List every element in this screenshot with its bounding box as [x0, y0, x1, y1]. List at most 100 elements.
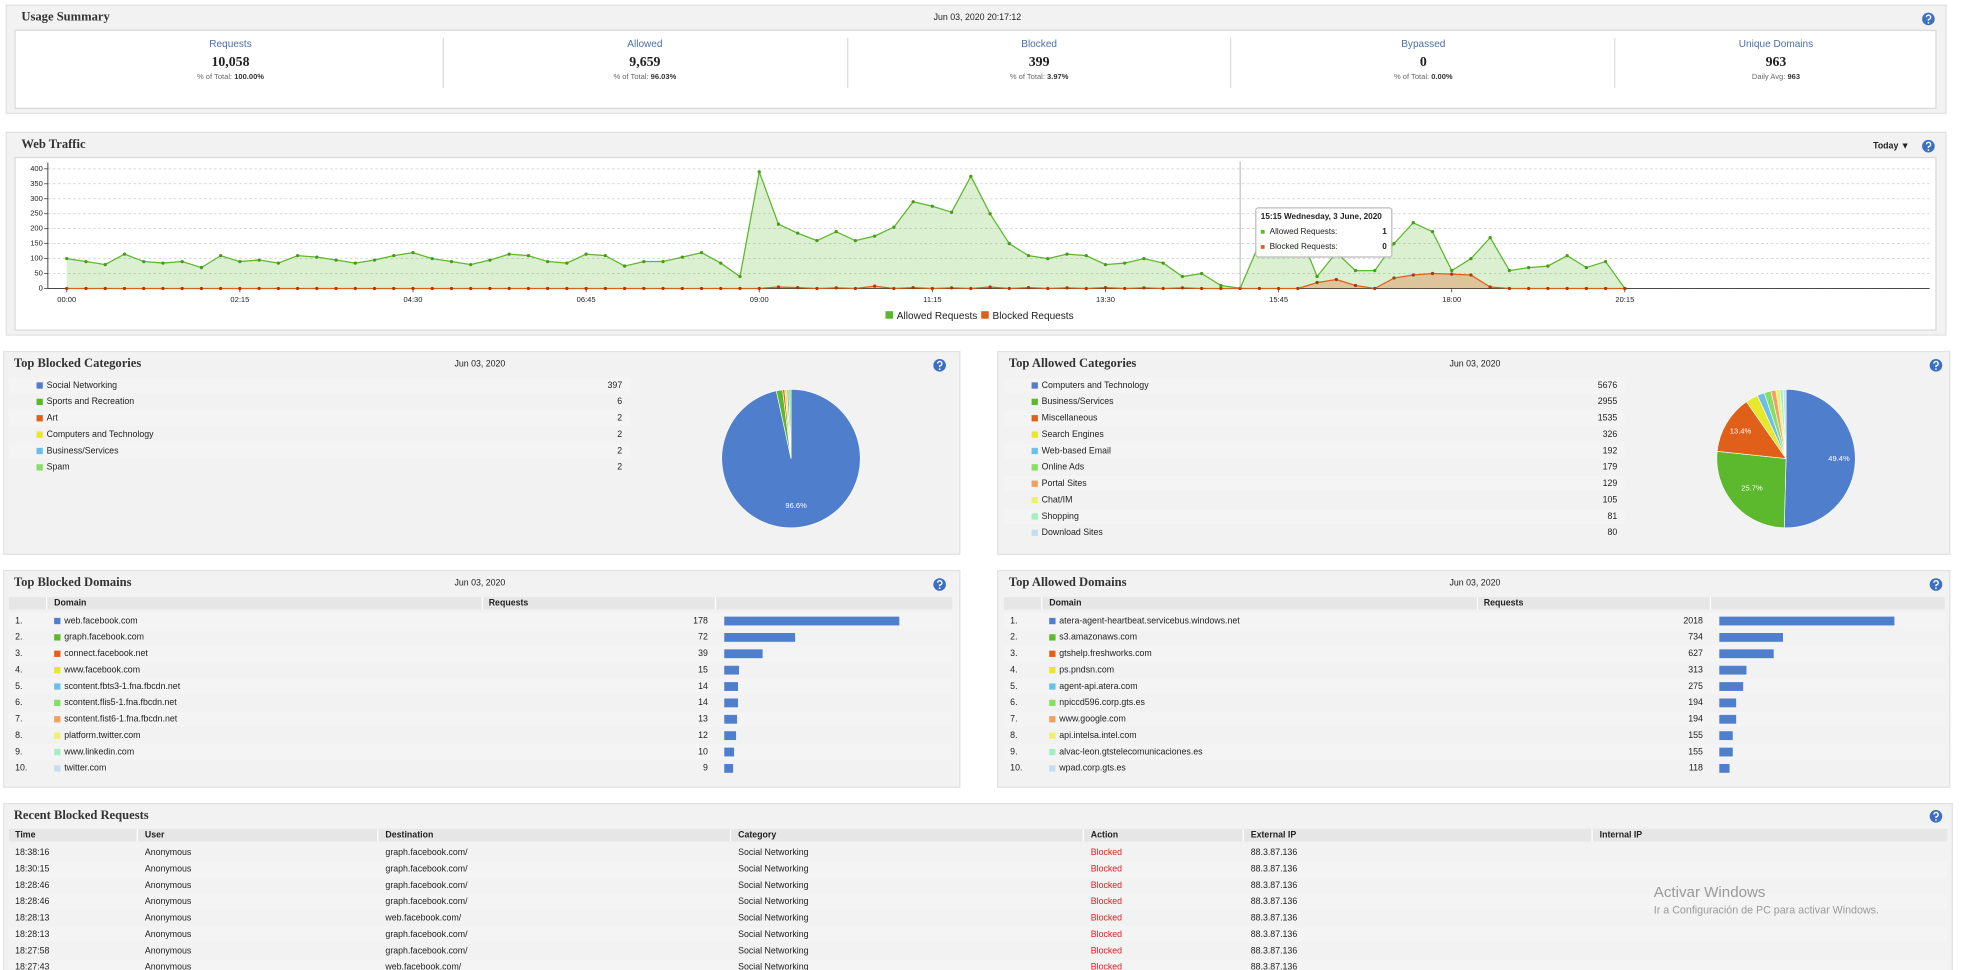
panel-date: Jun 03, 2020 — [1450, 358, 1501, 368]
point — [488, 286, 492, 291]
request-bar — [1719, 649, 1774, 659]
point — [1315, 274, 1319, 279]
stat-note-value: 100.00% — [234, 72, 264, 81]
row-stripe — [1003, 646, 1945, 662]
point — [180, 286, 184, 291]
point — [161, 286, 165, 291]
point — [238, 259, 242, 264]
request-count: 12 — [698, 730, 708, 740]
point — [526, 286, 531, 291]
point — [546, 286, 550, 291]
point — [469, 286, 473, 291]
tooltip-value: 0 — [1382, 242, 1387, 251]
panel-date: Jun 03, 2020 — [1450, 578, 1501, 588]
column-header: User — [145, 829, 165, 839]
point — [1026, 253, 1031, 258]
pie-slice — [788, 388, 792, 459]
help-dot — [1935, 819, 1937, 821]
timestamp: Jun 03, 2020 20:17:12 — [934, 12, 1022, 22]
point — [103, 286, 107, 291]
stat-value: 0 — [1420, 54, 1427, 69]
category-name: Spam — [47, 462, 70, 472]
legend-swatch — [1031, 480, 1038, 487]
series-area — [66, 171, 1625, 289]
legend-swatch — [1031, 447, 1038, 455]
slice-label: 49.4% — [1828, 454, 1850, 463]
category-name: Online Ads — [1042, 462, 1085, 472]
point — [1430, 271, 1435, 276]
domain-swatch — [1049, 617, 1056, 625]
point — [353, 286, 357, 291]
help-icon[interactable] — [933, 578, 946, 591]
request-count: 2018 — [1683, 615, 1703, 625]
domain-name: www.facebook.com — [63, 664, 140, 674]
point — [1603, 259, 1608, 264]
help-icon[interactable] — [933, 359, 946, 372]
row-stripe — [1003, 476, 1625, 492]
point — [1161, 261, 1165, 265]
help-icon[interactable] — [1929, 578, 1943, 591]
domain-swatch — [1049, 634, 1056, 641]
help-icon[interactable] — [1922, 12, 1935, 26]
help-icon[interactable] — [1922, 139, 1935, 153]
stat-note: % of Total: 3.97% — [1010, 72, 1069, 81]
point — [1296, 286, 1300, 291]
table-header — [8, 828, 1948, 842]
panel-title: Top Allowed Categories — [1009, 356, 1137, 370]
help-icon[interactable] — [1929, 359, 1943, 372]
help-glyph — [1933, 811, 1939, 819]
stat-note: % of Total: 100.00% — [197, 72, 264, 81]
point — [853, 239, 858, 243]
help-icon[interactable] — [1929, 809, 1943, 823]
category-count: 6 — [617, 396, 622, 406]
row-stripe — [1003, 744, 1945, 760]
point — [757, 170, 761, 174]
row-stripe — [8, 377, 630, 394]
point — [65, 256, 69, 261]
category-name: Business/Services — [1042, 396, 1114, 406]
point — [1603, 286, 1608, 291]
legend-swatch — [1031, 529, 1038, 537]
request-bar — [1719, 714, 1737, 724]
point — [219, 253, 223, 258]
point — [853, 286, 858, 291]
point — [372, 286, 377, 291]
category-name: Portal Sites — [1042, 478, 1088, 488]
point — [949, 286, 954, 290]
point — [430, 256, 434, 261]
domain-name: scontent.flis5-1.fna.fbcdn.net — [64, 697, 177, 707]
category-count: 2 — [617, 445, 622, 455]
domain-swatch — [54, 699, 61, 707]
cell: Social Networking — [738, 896, 809, 906]
help-glyph — [936, 579, 943, 587]
point — [372, 258, 377, 262]
point — [565, 286, 569, 291]
watermark-subtitle: Ir a Configuración de PC para activar Wi… — [1654, 905, 1879, 917]
range-dropdown[interactable]: Today ▼ — [1873, 141, 1909, 151]
point — [546, 259, 550, 264]
point — [1142, 286, 1146, 290]
domain-name: ps.pndsn.com — [1059, 664, 1114, 674]
legend-swatch — [1031, 464, 1038, 471]
rank: 10. — [1010, 763, 1022, 773]
request-count: 178 — [693, 615, 708, 625]
legend-swatch — [36, 415, 43, 422]
help-dot — [1927, 149, 1930, 151]
cell: Blocked — [1091, 863, 1122, 873]
category-count: 2955 — [1598, 396, 1618, 406]
point — [1623, 286, 1627, 291]
domain-name: graph.facebook.com — [64, 632, 144, 642]
stat-note-value: 963 — [1787, 72, 1800, 81]
category-count: 179 — [1603, 462, 1618, 472]
y-tick-label: 250 — [30, 209, 43, 218]
help-glyph — [1933, 579, 1939, 587]
point — [1026, 285, 1031, 290]
category-count: 1535 — [1598, 413, 1618, 423]
domain-name: connect.facebook.net — [64, 648, 148, 658]
point — [1411, 273, 1415, 277]
legend-swatch — [36, 447, 43, 455]
cell: Social Networking — [738, 847, 809, 857]
point — [930, 204, 934, 208]
cell: Blocked — [1091, 913, 1122, 923]
